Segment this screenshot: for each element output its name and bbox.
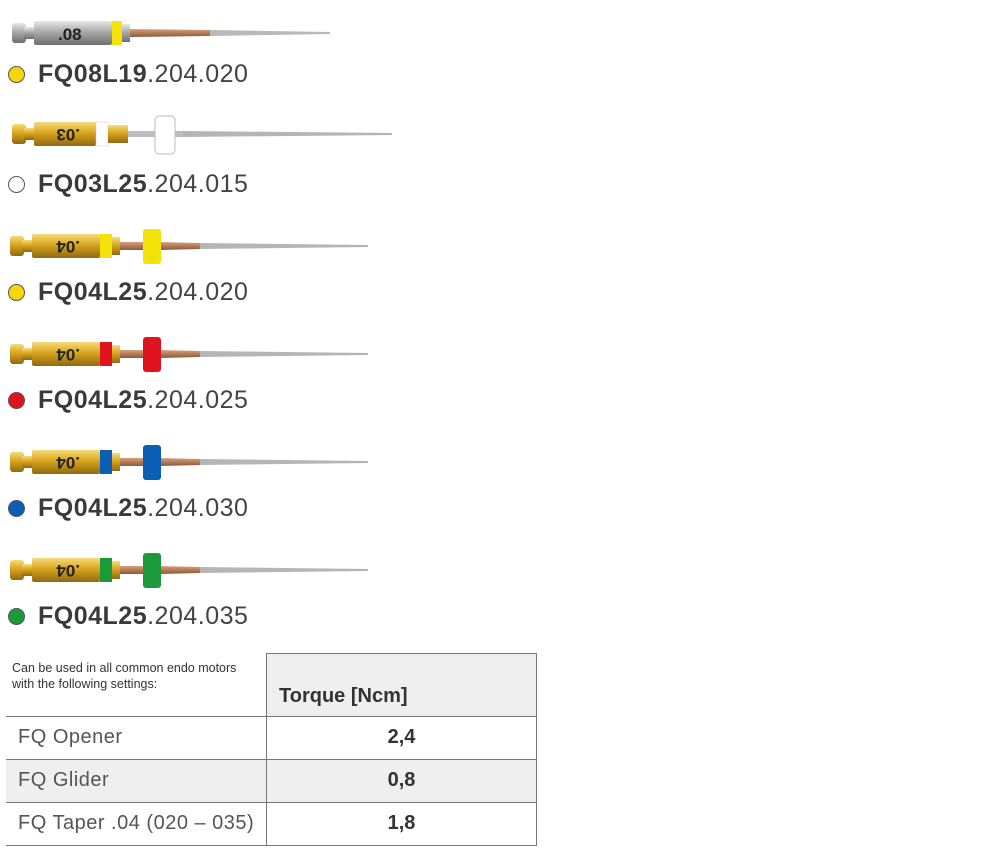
- table-description: Can be used in all common endo motors wi…: [6, 653, 267, 717]
- torque-column-header: Torque [Ncm]: [266, 653, 537, 717]
- file-label: FQ04L25.204.020: [8, 278, 248, 307]
- file-item-taper-035: .04 FQ04L25.204.035: [0, 552, 560, 632]
- file-item-glider: .03 FQ03L25.204.015: [0, 115, 560, 199]
- table-header-row: Can be used in all common endo motors wi…: [6, 653, 537, 717]
- instrument-name: FQ Opener: [6, 716, 267, 760]
- file-code-suffix: .204.015: [147, 170, 249, 198]
- file-code-main: FQ04L25: [38, 278, 148, 306]
- file-code: FQ03L25.204.015: [38, 170, 248, 199]
- taper-label: .04: [56, 345, 80, 364]
- torque-table: Can be used in all common endo motors wi…: [6, 653, 537, 846]
- file-label: FQ04L25.204.025: [8, 386, 248, 415]
- file-code-main: FQ04L25: [38, 494, 148, 522]
- file-label: FQ03L25.204.015: [8, 170, 248, 199]
- taper-label: .08: [58, 25, 82, 44]
- file-label: FQ04L25.204.030: [8, 494, 248, 523]
- file-instrument-image: .04: [10, 445, 368, 480]
- taper-label: .04: [56, 237, 80, 256]
- instrument-name: FQ Glider: [6, 759, 267, 803]
- file-label: FQ08L19.204.020: [8, 60, 248, 89]
- table-row: FQ Glider 0,8: [6, 759, 537, 803]
- color-dot-icon: [8, 66, 25, 83]
- file-item-taper-025: .04 FQ04L25.204.025: [0, 336, 560, 416]
- taper-label: .03: [56, 125, 80, 144]
- file-code-suffix: .204.020: [147, 60, 249, 88]
- file-code-main: FQ04L25: [38, 602, 148, 630]
- file-instrument-image: .08: [12, 21, 330, 45]
- file-code: FQ04L25.204.025: [38, 386, 248, 415]
- file-item-taper-030: .04 FQ04L25.204.030: [0, 444, 560, 524]
- file-code: FQ04L25.204.030: [38, 494, 248, 523]
- file-code-suffix: .204.025: [147, 386, 249, 414]
- file-code: FQ08L19.204.020: [38, 60, 248, 89]
- color-dot-icon: [8, 284, 25, 301]
- file-instrument-image: .03: [12, 115, 392, 155]
- file-code: FQ04L25.204.020: [38, 278, 248, 307]
- file-code-main: FQ03L25: [38, 170, 148, 198]
- torque-value: 1,8: [266, 802, 537, 846]
- file-code-suffix: .204.035: [147, 602, 249, 630]
- taper-label: .04: [56, 561, 80, 580]
- file-instrument-image: .04: [10, 229, 368, 264]
- file-item-opener: .08 FQ08L19.204.020: [0, 16, 560, 96]
- file-code-main: FQ04L25: [38, 386, 148, 414]
- file-instrument-image: .04: [10, 337, 368, 372]
- torque-value: 0,8: [266, 759, 537, 803]
- file-instrument-image: .04: [10, 553, 368, 588]
- table-row: FQ Taper .04 (020 – 035) 1,8: [6, 802, 537, 846]
- color-dot-icon: [8, 176, 25, 193]
- file-code-suffix: .204.020: [147, 278, 249, 306]
- file-item-taper-020: .04 FQ04L25.204.020: [0, 228, 560, 308]
- color-dot-icon: [8, 392, 25, 409]
- instrument-name: FQ Taper .04 (020 – 035): [6, 802, 267, 846]
- file-code-suffix: .204.030: [147, 494, 249, 522]
- file-code: FQ04L25.204.035: [38, 602, 248, 631]
- color-dot-icon: [8, 500, 25, 517]
- file-code-main: FQ08L19: [38, 60, 148, 88]
- taper-label: .04: [56, 453, 80, 472]
- color-dot-icon: [8, 608, 25, 625]
- file-label: FQ04L25.204.035: [8, 602, 248, 631]
- torque-value: 2,4: [266, 716, 537, 760]
- table-row: FQ Opener 2,4: [6, 716, 537, 760]
